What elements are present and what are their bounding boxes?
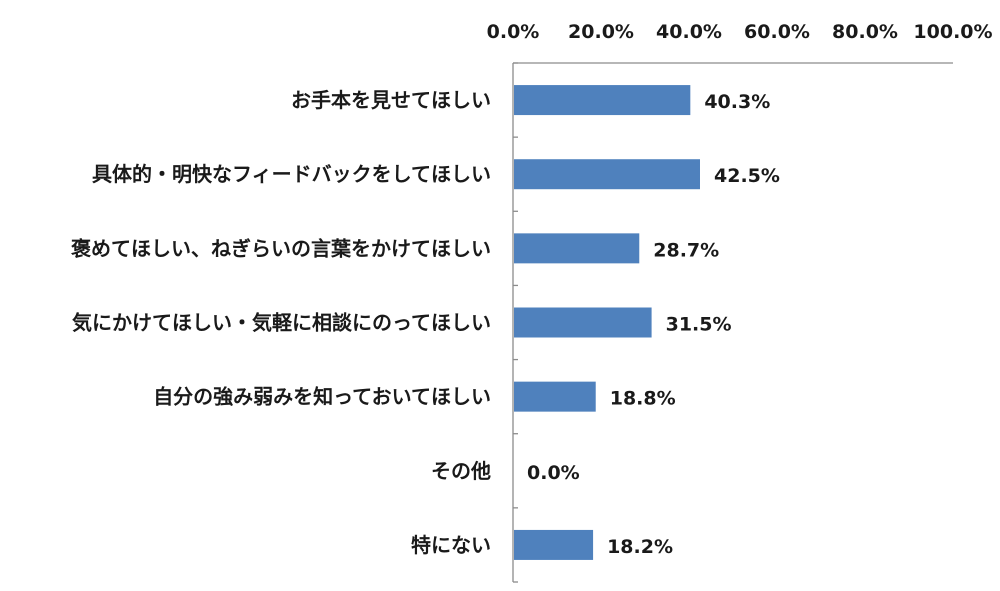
category-label: 自分の強み弱みを知っておいてほしい [153,385,491,409]
x-tick-label: 40.0% [656,21,722,43]
category-label: お手本を見せてほしい [291,88,491,112]
data-label: 28.7% [653,239,719,261]
bar-5 [514,381,596,412]
bar-7 [514,529,594,560]
bar-2 [514,159,700,190]
bar-4 [514,307,652,338]
category-label: その他 [431,459,491,483]
category-label: 特にない [411,533,491,557]
category-label: 褒めてほしい、ねぎらいの言葉をかけてほしい [70,236,491,260]
bar-3 [514,233,640,264]
data-label: 0.0% [527,462,580,484]
x-tick-label: 20.0% [568,21,634,43]
data-label: 31.5% [666,314,732,336]
data-label: 40.3% [704,91,770,113]
x-tick-label: 0.0% [487,21,540,43]
data-label: 18.2% [607,536,673,558]
data-label: 42.5% [714,165,780,187]
x-tick-label: 100.0% [913,21,992,43]
category-label: 気にかけてほしい・気軽に相談にのってほしい [72,311,491,335]
category-label: 具体的・明快なフィードバックをしてほしい [92,162,491,186]
x-tick-label: 60.0% [744,21,810,43]
x-tick-label: 80.0% [832,21,898,43]
data-label: 18.8% [610,388,676,410]
bar-1 [514,85,691,116]
